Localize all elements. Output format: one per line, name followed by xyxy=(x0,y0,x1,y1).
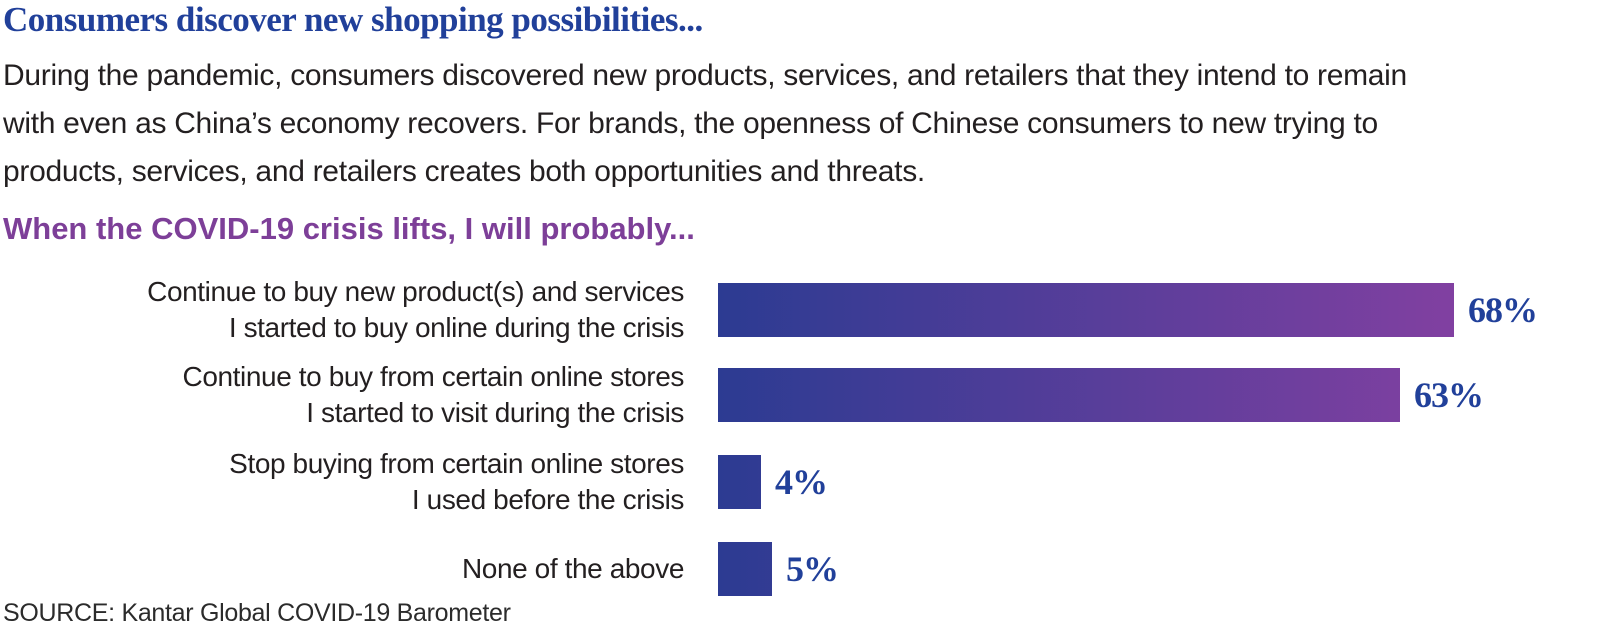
intro-line: products, services, and retailers create… xyxy=(3,155,925,188)
section-heading: When the COVID-19 crisis lifts, I will p… xyxy=(3,211,695,246)
chart-row: Stop buying from certain online stores I … xyxy=(0,448,1600,515)
bar xyxy=(718,283,1454,337)
bar-label-line: Stop buying from certain online stores xyxy=(229,448,684,479)
bar-label: Stop buying from certain online stores I … xyxy=(0,446,684,518)
bar-label-line: I started to visit during the crisis xyxy=(306,397,684,428)
bar-label: Continue to buy new product(s) and servi… xyxy=(0,274,684,346)
intro-paragraph: During the pandemic, consumers discovere… xyxy=(3,52,1407,196)
bar-label-line: None of the above xyxy=(461,553,684,584)
chart-row: Continue to buy from certain online stor… xyxy=(0,361,1600,428)
chart-row: Continue to buy new product(s) and servi… xyxy=(0,276,1600,343)
page-title: Consumers discover new shopping possibil… xyxy=(3,0,703,39)
source-note: SOURCE: Kantar Global COVID-19 Barometer xyxy=(3,599,511,627)
bar-label-line: Continue to buy new product(s) and servi… xyxy=(147,276,684,307)
bar xyxy=(718,368,1400,422)
bar xyxy=(718,542,772,596)
value-label: 5% xyxy=(786,549,839,589)
bar-label-line: Continue to buy from certain online stor… xyxy=(182,361,685,392)
bar-label: None of the above xyxy=(0,551,684,587)
bar-label: Continue to buy from certain online stor… xyxy=(0,359,685,431)
value-label: 68% xyxy=(1468,290,1538,330)
value-label: 4% xyxy=(775,462,828,502)
intro-line: with even as China’s economy recovers. F… xyxy=(3,107,1378,140)
bar xyxy=(718,455,761,509)
intro-line: During the pandemic, consumers discovere… xyxy=(3,59,1407,92)
bar-label-line: I used before the crisis xyxy=(411,484,685,515)
bar-label-line: I started to buy online during the crisi… xyxy=(228,312,685,343)
chart-row: None of the above 5% xyxy=(0,542,1600,596)
value-label: 63% xyxy=(1414,375,1484,415)
